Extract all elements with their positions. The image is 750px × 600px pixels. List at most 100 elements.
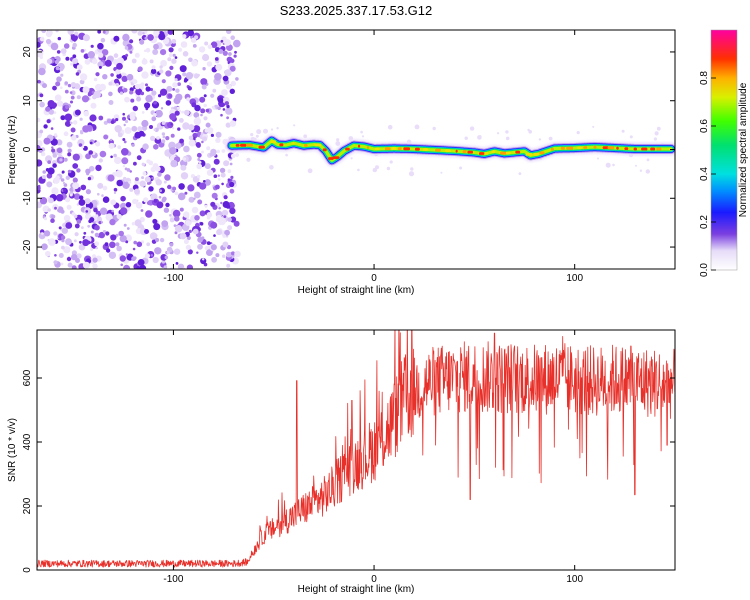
noise-blob [94, 224, 100, 231]
noise-blob [70, 135, 77, 141]
noise-blob [144, 176, 151, 183]
noise-blob [85, 213, 92, 220]
noise-blob [141, 71, 149, 79]
noise-blob [61, 245, 65, 250]
ridge-hotspot [328, 157, 334, 160]
ridge-hotspot [462, 150, 467, 154]
faint-blob [276, 127, 279, 130]
noise-blob [66, 141, 73, 148]
noise-blob [126, 227, 130, 230]
noise-blob [153, 30, 160, 37]
noise-blob [63, 131, 69, 137]
noise-blob [187, 249, 193, 255]
ridge-hotspot [414, 147, 420, 151]
noise-blob [45, 250, 51, 257]
noise-blob [67, 262, 73, 268]
noise-blob [109, 138, 113, 142]
noise-blob [175, 88, 180, 93]
noise-blob [55, 30, 59, 33]
ridge-hotspot [593, 145, 597, 149]
noise-blob [50, 127, 54, 130]
noise-blob [78, 199, 86, 206]
noise-blob [170, 133, 175, 138]
faint-blob [505, 130, 509, 134]
noise-blob [48, 109, 55, 115]
noise-blob [118, 230, 124, 237]
noise-blob [65, 56, 70, 61]
ridge-hotspot [525, 153, 533, 156]
faint-blob [336, 138, 340, 142]
noise-blob [43, 137, 51, 145]
noise-blob [211, 192, 218, 199]
faint-blob [459, 166, 463, 170]
noise-blob [94, 241, 100, 247]
noise-blob [194, 35, 199, 40]
noise-blob [91, 58, 98, 65]
noise-blob [206, 127, 214, 134]
noise-blob [131, 125, 138, 132]
faint-blob [375, 165, 379, 170]
noise-blob [60, 48, 67, 54]
noise-blob [153, 43, 159, 50]
noise-blob [161, 79, 166, 84]
x-tick-label: -100 [163, 574, 183, 585]
noise-blob [45, 106, 51, 112]
noise-blob [204, 163, 211, 170]
noise-blob [229, 65, 236, 72]
noise-blob [108, 91, 113, 97]
noise-blob [153, 128, 157, 131]
ridge-hotspot [292, 141, 295, 145]
noise-blob [178, 109, 182, 113]
noise-blob [152, 49, 159, 55]
noise-blob [174, 225, 183, 233]
noise-blob [95, 246, 98, 250]
noise-blob [162, 135, 166, 139]
faint-blob [270, 128, 274, 131]
noise-blob [139, 39, 145, 45]
noise-blob [113, 187, 118, 192]
noise-blob [172, 186, 177, 191]
noise-blob [116, 57, 125, 65]
ridge-hotspot [491, 150, 495, 154]
noise-blob [155, 109, 163, 118]
noise-blob [129, 187, 134, 192]
noise-blob [149, 125, 153, 129]
noise-blob [45, 38, 52, 45]
ridge-hotspot [641, 147, 648, 151]
noise-blob [186, 264, 193, 269]
noise-blob [64, 81, 68, 85]
noise-blob [99, 150, 107, 158]
noise-blob [62, 181, 66, 185]
noise-blob [134, 188, 140, 195]
noise-blob [206, 61, 213, 67]
faint-blob [646, 158, 650, 162]
noise-blob [42, 170, 46, 174]
noise-blob [64, 120, 72, 127]
colorbar-tick-label: 0.8 [699, 71, 710, 85]
noise-blob [160, 254, 168, 261]
faint-blob [464, 136, 468, 140]
noise-blob [63, 157, 68, 162]
noise-blob [179, 232, 187, 240]
noise-blob [153, 223, 161, 231]
noise-blob [141, 176, 145, 180]
noise-blob [197, 158, 201, 161]
ridge-hotspot [445, 149, 451, 153]
noise-blob [216, 149, 220, 154]
noise-blob [47, 167, 55, 175]
noise-blob [202, 67, 206, 71]
x-tick-label: 0 [371, 574, 377, 585]
noise-blob [121, 157, 129, 165]
noise-blob [182, 122, 190, 130]
chart-title: S233.2025.337.17.53.G12 [280, 3, 433, 18]
noise-blob [129, 50, 133, 54]
faint-blob [414, 124, 420, 130]
noise-blob [60, 86, 63, 89]
ridge-hotspot [322, 148, 327, 152]
noise-blob [79, 117, 83, 121]
noise-blob [143, 197, 149, 203]
noise-blob [134, 219, 142, 227]
noise-blob [211, 256, 218, 263]
noise-blob [123, 176, 127, 181]
noise-blob [56, 50, 61, 54]
